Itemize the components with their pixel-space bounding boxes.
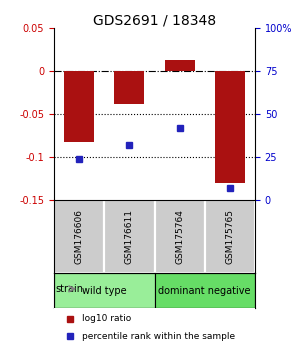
FancyBboxPatch shape [54, 200, 104, 273]
FancyBboxPatch shape [205, 200, 255, 273]
Text: GSM175764: GSM175764 [175, 209, 184, 264]
Bar [164, 60, 195, 71]
Bar [64, 71, 94, 142]
Text: GSM175765: GSM175765 [225, 209, 234, 264]
Text: strain: strain [55, 284, 83, 294]
Text: dominant negative: dominant negative [158, 286, 251, 296]
Title: GDS2691 / 18348: GDS2691 / 18348 [93, 13, 216, 27]
Text: GSM176606: GSM176606 [75, 209, 84, 264]
FancyBboxPatch shape [104, 200, 154, 273]
Bar [114, 71, 144, 104]
Bar [215, 71, 245, 183]
Text: percentile rank within the sample: percentile rank within the sample [82, 332, 235, 341]
Text: wild type: wild type [82, 286, 127, 296]
FancyBboxPatch shape [54, 273, 154, 308]
FancyBboxPatch shape [154, 273, 255, 308]
FancyBboxPatch shape [154, 200, 205, 273]
Text: GSM176611: GSM176611 [125, 209, 134, 264]
Text: log10 ratio: log10 ratio [82, 314, 131, 323]
